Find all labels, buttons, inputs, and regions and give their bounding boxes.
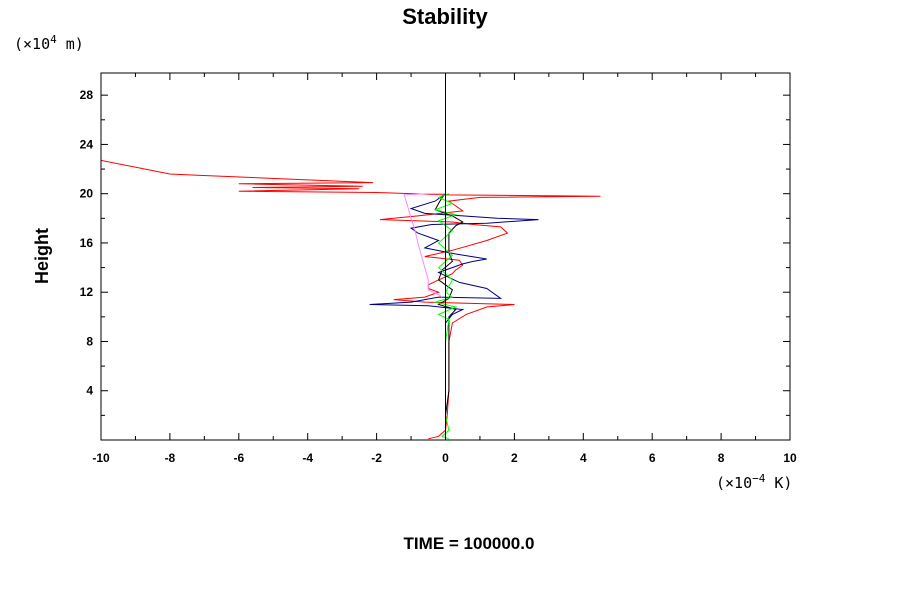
- x-tick-label: 6: [649, 451, 656, 465]
- y-unit-label: (×104 m): [14, 33, 84, 53]
- y-tick-label: 8: [86, 334, 93, 348]
- x-tick-label: 2: [511, 451, 518, 465]
- y-tick-label: 12: [80, 285, 94, 299]
- x-tick-label: -10: [92, 451, 110, 465]
- y-unit-prefix: (×10: [14, 35, 50, 53]
- x-tick-label: -2: [371, 451, 382, 465]
- x-tick-label: -4: [302, 451, 313, 465]
- series-line-1: [101, 72, 601, 440]
- x-tick-label: 4: [580, 451, 587, 465]
- series-line-6: [403, 193, 446, 298]
- y-tick-label: 28: [80, 88, 94, 102]
- y-tick-label: 24: [80, 137, 94, 151]
- chart-title: Stability: [402, 4, 488, 29]
- x-tick-label: -8: [165, 451, 176, 465]
- x-tick-label: -6: [233, 451, 244, 465]
- x-unit-suffix: K): [765, 474, 792, 492]
- x-tick-label: 0: [442, 451, 449, 465]
- y-unit-suffix: m): [57, 35, 84, 53]
- series-line-2: [369, 193, 539, 437]
- x-unit-prefix: (×10: [716, 474, 752, 492]
- y-tick-label: 20: [80, 187, 94, 201]
- x-unit-exponent: −4: [752, 472, 766, 485]
- x-tick-label: 8: [718, 451, 725, 465]
- x-tick-label: 10: [783, 451, 797, 465]
- time-footer: TIME = 100000.0: [404, 534, 535, 553]
- y-axis-label: Height: [32, 228, 52, 284]
- x-unit-label: (×10−4 K): [716, 472, 792, 492]
- y-tick-label: 16: [80, 236, 94, 250]
- y-tick-label: 4: [86, 384, 93, 398]
- series-line-3: [434, 193, 464, 437]
- y-unit-exponent: 4: [50, 33, 57, 46]
